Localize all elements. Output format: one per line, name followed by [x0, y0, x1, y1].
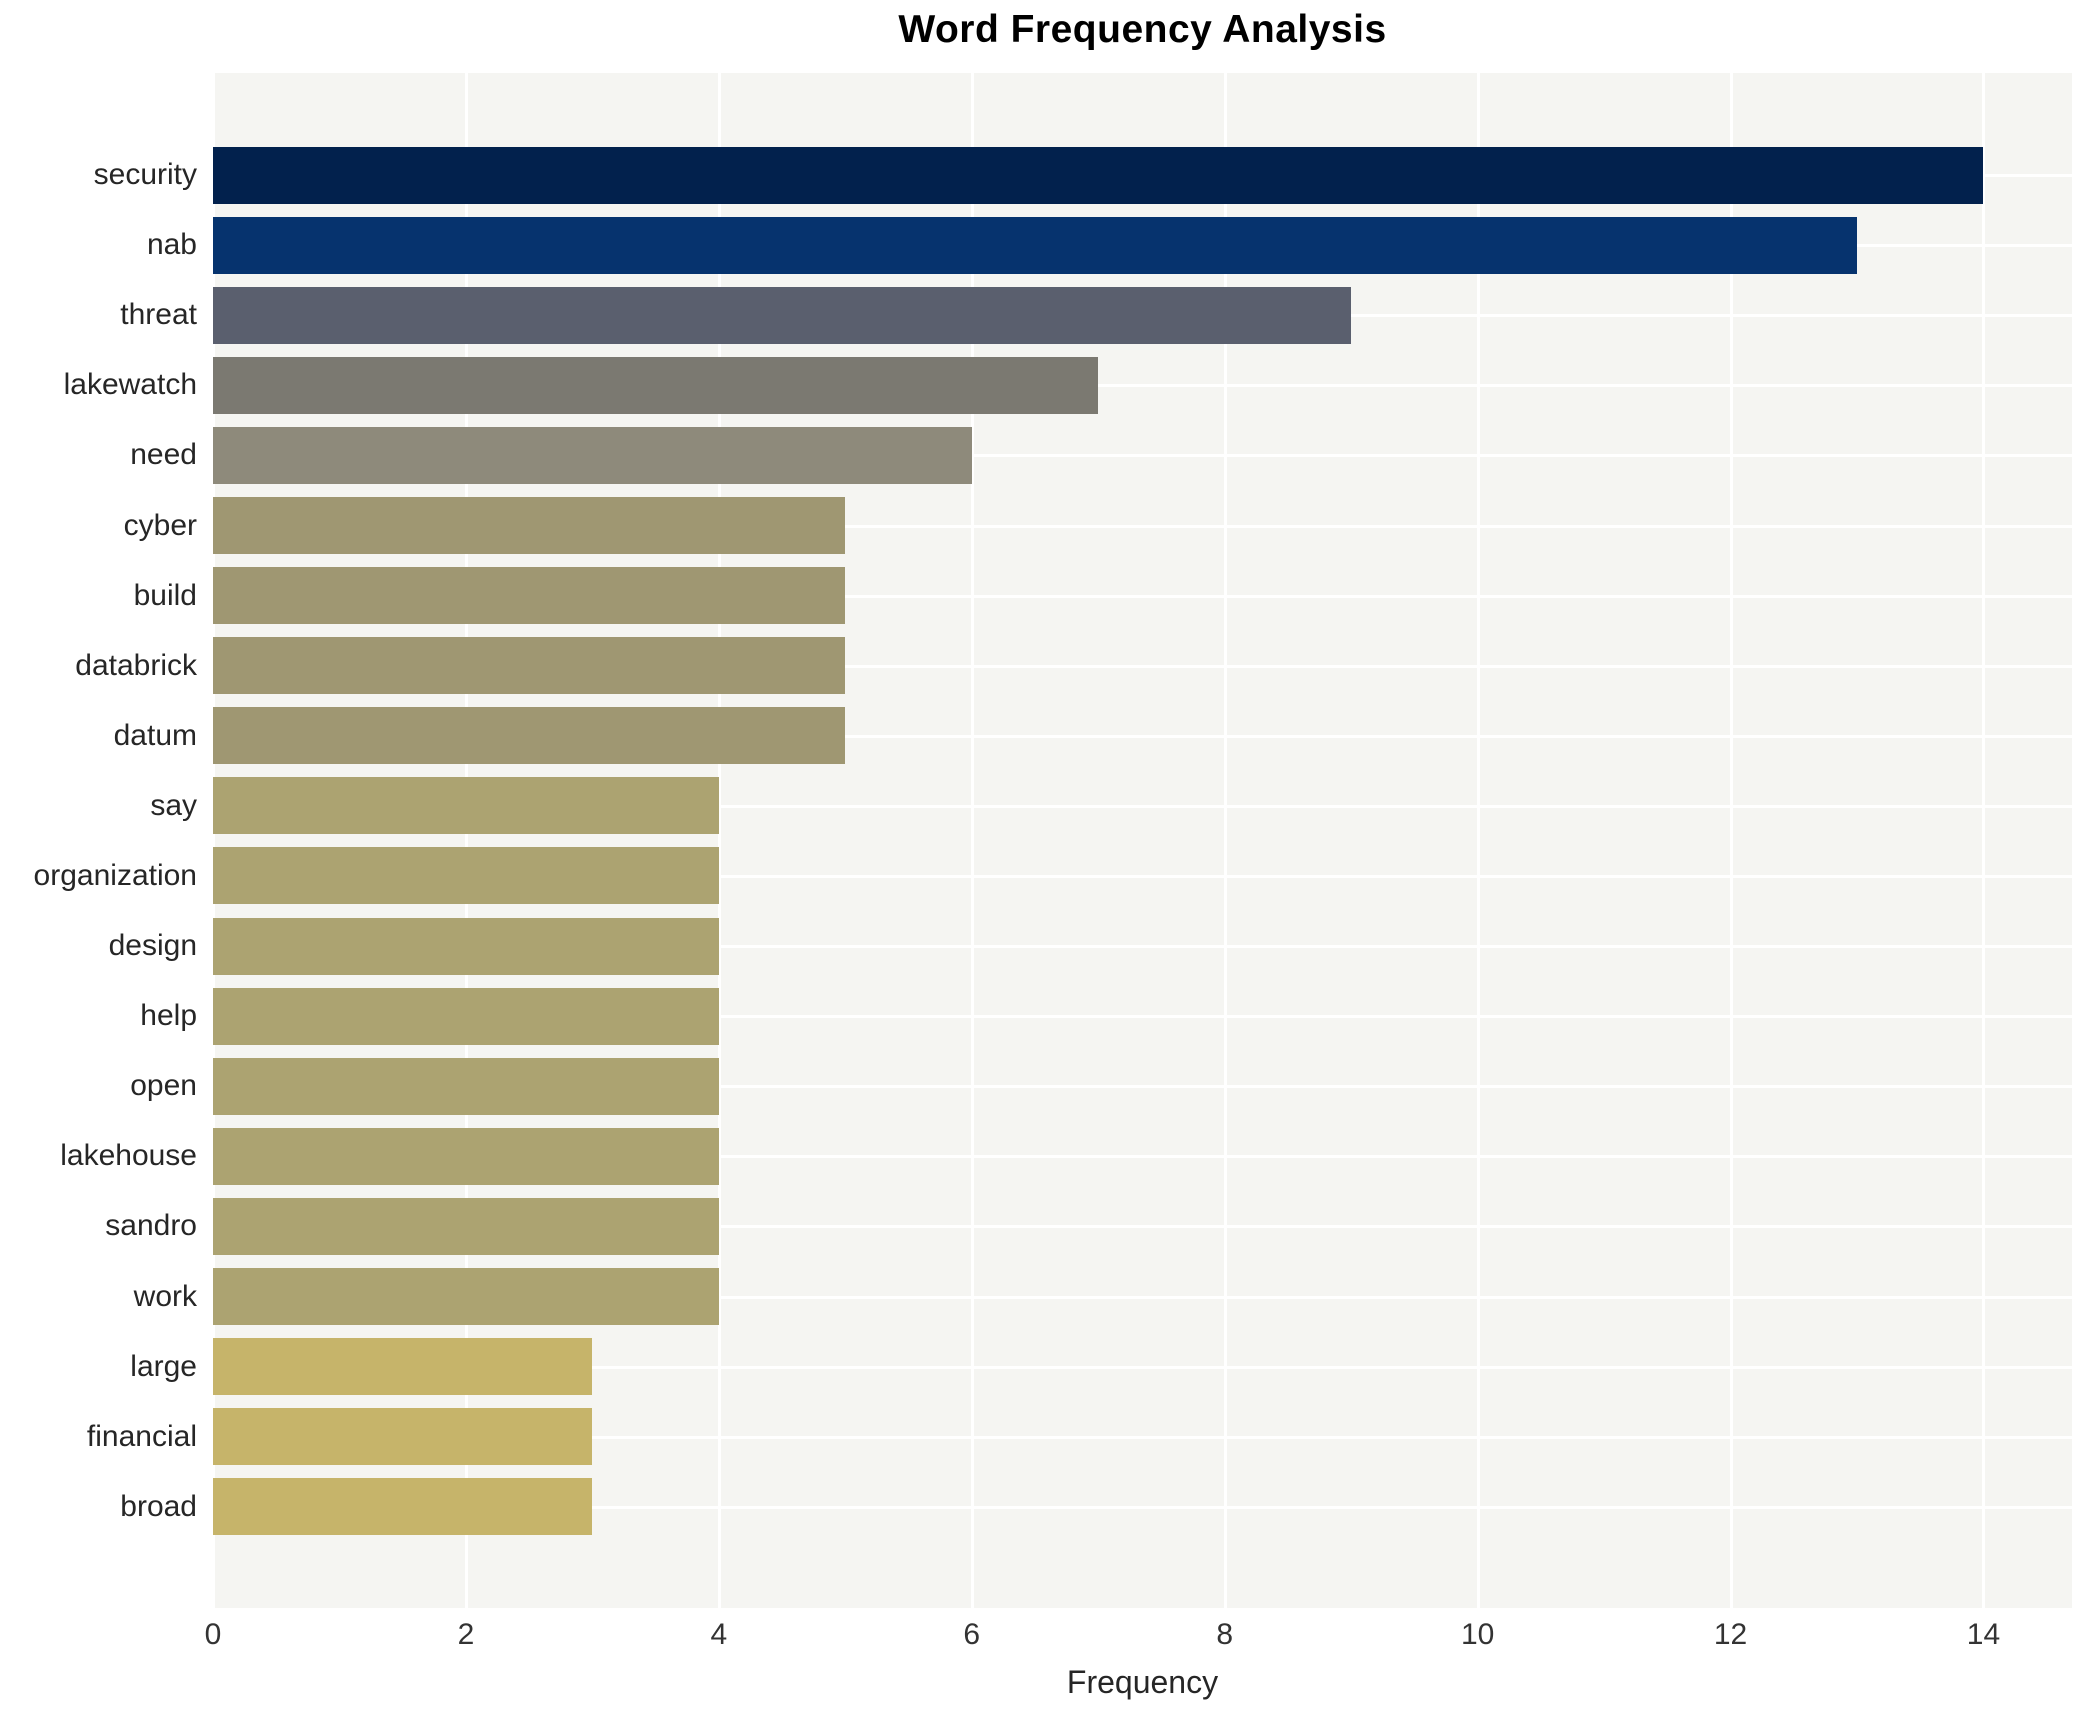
y-axis-category-label: broad	[120, 1489, 197, 1523]
bar-rows: security nab threat lakewatch need cyber build…	[34, 140, 2072, 1542]
vertical-gridline	[970, 73, 974, 1608]
horizontal-gridline	[213, 1295, 2072, 1299]
horizontal-gridline	[213, 1365, 2072, 1369]
vertical-gridline	[1476, 73, 1480, 1608]
y-axis-category-label: datum	[113, 718, 197, 752]
horizontal-gridline	[213, 594, 2072, 598]
horizontal-gridline	[213, 1015, 2072, 1019]
y-axis-category-label: security	[93, 158, 197, 192]
bar-row: broad	[120, 1472, 2072, 1542]
frequency-bar	[213, 1197, 719, 1255]
horizontal-gridline	[213, 1505, 2072, 1509]
y-axis-category-label: build	[133, 578, 197, 612]
y-axis-category-label: nab	[146, 228, 197, 262]
horizontal-gridline	[213, 454, 2072, 458]
bar-row: build	[134, 561, 2072, 631]
horizontal-gridline	[213, 384, 2072, 388]
horizontal-gridline	[213, 1155, 2072, 1159]
bar-row: databrick	[75, 631, 2072, 701]
bar-row: need	[130, 420, 2072, 490]
y-axis-category-label: cyber	[123, 508, 197, 542]
y-axis-category-label: lakehouse	[60, 1139, 197, 1173]
horizontal-gridline	[213, 874, 2072, 878]
x-axis-tick-label: 6	[963, 1618, 981, 1651]
x-axis-tick-label: 2	[457, 1618, 475, 1651]
vertical-gridline	[1223, 73, 1227, 1608]
horizontal-gridline	[213, 734, 2072, 738]
horizontal-gridline	[213, 1435, 2072, 1439]
horizontal-gridline	[213, 804, 2072, 808]
bar-row: datum	[114, 701, 2072, 771]
vertical-gridline	[464, 73, 468, 1608]
frequency-bar	[213, 426, 972, 484]
frequency-bar	[213, 1408, 593, 1466]
horizontal-gridline	[213, 524, 2072, 528]
bar-row: cyber	[124, 490, 2072, 560]
y-axis-category-label: large	[130, 1349, 197, 1383]
y-axis-category-label: open	[130, 1069, 197, 1103]
horizontal-gridline	[213, 945, 2072, 949]
frequency-bar	[213, 497, 846, 555]
frequency-bar	[213, 286, 1352, 344]
bar-row: work	[134, 1262, 2072, 1332]
bar-row: open	[130, 1051, 2072, 1121]
y-axis-category-label: say	[150, 788, 197, 822]
bar-row: financial	[87, 1402, 2072, 1472]
x-axis-tick-label: 12	[1713, 1618, 1748, 1651]
frequency-bar	[213, 637, 846, 695]
horizontal-gridline	[213, 664, 2072, 668]
bar-row: design	[109, 911, 2072, 981]
bar-row: help	[140, 981, 2072, 1051]
bar-row: lakewatch	[64, 350, 2072, 420]
frequency-bar	[213, 1338, 593, 1396]
y-axis-category-label: threat	[120, 298, 197, 332]
y-axis-category-label: sandro	[105, 1209, 197, 1243]
vertical-gridline	[717, 73, 721, 1608]
frequency-bar	[213, 707, 846, 765]
x-axis-ticks: 0 2 4 6 8 10 12 14	[205, 1618, 2072, 1662]
y-axis-category-label: help	[140, 999, 197, 1033]
bar-row: security	[94, 140, 2072, 210]
frequency-bar	[213, 1268, 719, 1326]
frequency-bar	[213, 847, 719, 905]
frequency-bar	[213, 777, 719, 835]
bar-row: lakehouse	[60, 1121, 2072, 1191]
frequency-bar	[213, 216, 1857, 274]
frequency-bar	[213, 987, 719, 1045]
frequency-bar	[213, 567, 846, 625]
x-axis-label: Frequency	[1066, 1664, 1219, 1700]
frequency-bar	[213, 146, 1984, 204]
y-axis-category-label: need	[130, 438, 197, 472]
frequency-bar	[213, 917, 719, 975]
bar-row: threat	[120, 280, 2072, 350]
x-axis-tick-label: 14	[1966, 1618, 2001, 1651]
frequency-bar	[213, 356, 1099, 414]
horizontal-gridline	[213, 1085, 2072, 1089]
y-axis-category-label: lakewatch	[63, 368, 197, 402]
frequency-bar	[213, 1478, 593, 1536]
x-axis-tick-label: 4	[710, 1618, 728, 1651]
vertical-gridline	[1982, 73, 1986, 1608]
y-axis-category-label: databrick	[75, 648, 197, 682]
horizontal-gridline	[213, 1225, 2072, 1229]
vertical-gridline	[212, 73, 215, 1608]
vertical-gridline	[1729, 73, 1733, 1608]
bar-row: large	[130, 1332, 2072, 1402]
chart-title: Word Frequency Analysis	[898, 8, 1387, 51]
frequency-bar	[213, 1057, 719, 1115]
bar-row: say	[150, 771, 2072, 841]
y-axis-category-label: design	[108, 929, 197, 963]
plot-area: security nab threat lakewatch need cyber build…	[34, 73, 2072, 1608]
y-axis-category-label: work	[133, 1279, 197, 1313]
bar-row: sandro	[105, 1191, 2072, 1261]
x-axis-tick-label: 0	[204, 1618, 222, 1651]
x-axis-tick-label: 8	[1216, 1618, 1234, 1651]
bar-row: organization	[34, 841, 2072, 911]
y-axis-category-label: financial	[86, 1419, 197, 1453]
y-axis-category-label: organization	[33, 858, 197, 892]
frequency-bar	[213, 1127, 719, 1185]
bar-row: nab	[147, 210, 2072, 280]
x-axis-tick-label: 10	[1460, 1618, 1495, 1651]
